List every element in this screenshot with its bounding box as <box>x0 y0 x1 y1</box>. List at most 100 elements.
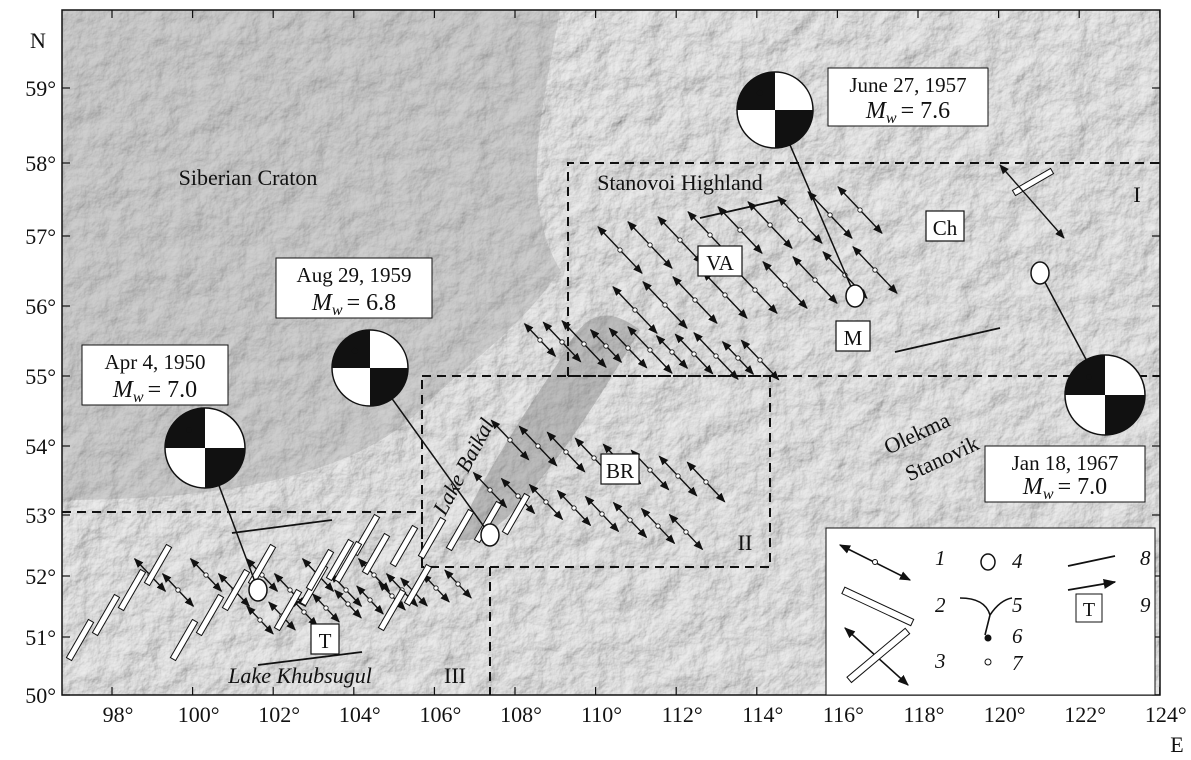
axis-point <box>684 530 688 534</box>
event-magnitude: Mw= 6.8 <box>311 290 396 319</box>
marker-label: M <box>844 326 863 350</box>
p-axis <box>757 90 763 96</box>
axis-point <box>618 248 622 252</box>
event-magnitude: Mw= 7.0 <box>1022 474 1107 503</box>
magnitude-subscript: w <box>886 110 897 127</box>
lon-tick-label: 116° <box>823 702 864 727</box>
axis-point <box>456 582 460 586</box>
legend-symbol <box>873 560 878 565</box>
axis-point <box>582 342 586 346</box>
legend-number: 5 <box>1012 593 1023 617</box>
lon-tick-label: 106° <box>419 702 461 727</box>
place-name: Siberian Craton <box>179 165 318 190</box>
axis-point <box>344 588 348 592</box>
axis-point <box>204 573 208 577</box>
magnitude-symbol: M <box>311 290 334 316</box>
axis-point <box>324 606 328 610</box>
axis-point <box>768 223 772 227</box>
lon-tick-label: 114° <box>742 702 783 727</box>
p-axis <box>352 348 358 354</box>
legend-box-label: T <box>1083 599 1095 621</box>
axis-point <box>508 438 512 442</box>
event-date: Aug 29, 1959 <box>297 263 412 287</box>
axis-point <box>600 512 604 516</box>
axis-point <box>372 573 376 577</box>
marker-label: T <box>319 629 332 653</box>
legend-symbol <box>985 659 991 665</box>
lon-tick-label: 118° <box>904 702 945 727</box>
lon-tick-label: 100° <box>178 702 220 727</box>
legend-symbol <box>985 635 992 642</box>
magnitude-subscript: w <box>332 302 343 319</box>
axis-point <box>723 293 727 297</box>
magnitude-value: = 7.0 <box>1058 474 1108 500</box>
axis-point <box>648 243 652 247</box>
axis-point <box>708 233 712 237</box>
axis-point <box>704 480 708 484</box>
lon-tick-label: 98° <box>103 702 134 727</box>
event-date: Jan 18, 1967 <box>1012 451 1119 475</box>
axis-point <box>663 303 667 307</box>
axis-point <box>604 344 608 348</box>
place-name: Stanovoi Highland <box>597 170 763 195</box>
axis-point <box>858 208 862 212</box>
axis-point <box>633 308 637 312</box>
axis-point <box>390 594 394 598</box>
lon-tick-label: 120° <box>984 702 1026 727</box>
lat-tick-label: 54° <box>25 434 56 459</box>
map-figure: 50°51°52°53°54°55°56°57°58°59°98°100°102… <box>0 0 1191 760</box>
axis-point <box>564 450 568 454</box>
lat-tick-label: 56° <box>25 294 56 319</box>
axis-point <box>873 268 877 272</box>
legend-number: 2 <box>935 593 946 617</box>
axis-point <box>288 588 292 592</box>
place-name: Lake Khubsugul <box>227 663 372 688</box>
axis-point <box>693 298 697 302</box>
legend-number: 9 <box>1140 593 1151 617</box>
marker-label: Ch <box>933 216 958 240</box>
marker-label: VA <box>706 251 734 275</box>
magnitude-symbol: M <box>865 98 888 124</box>
axis-point <box>758 358 762 362</box>
event-magnitude: Mw= 7.6 <box>865 98 950 127</box>
axis-point <box>736 356 740 360</box>
axis-point <box>538 338 542 342</box>
lon-tick-label: 108° <box>500 702 542 727</box>
axis-point <box>302 610 306 614</box>
magnitude-value: = 7.0 <box>148 377 198 403</box>
magnitude-symbol: M <box>112 377 135 403</box>
axis-point <box>572 506 576 510</box>
axis-point <box>670 350 674 354</box>
page: { "axes": { "lat_title": "N", "lon_title… <box>0 0 1191 760</box>
axis-point <box>628 518 632 522</box>
axis-point <box>714 354 718 358</box>
magnitude-value: = 6.8 <box>347 290 397 316</box>
lon-tick-label: 110° <box>581 702 622 727</box>
lat-tick-label: 55° <box>25 364 56 389</box>
axis-point <box>516 494 520 498</box>
p-axis <box>186 427 192 433</box>
magnitude-subscript: w <box>133 389 144 406</box>
axis-point <box>813 278 817 282</box>
axis-point <box>692 352 696 356</box>
legend-number: 7 <box>1012 651 1024 675</box>
legend-box <box>826 528 1155 695</box>
event-magnitude: Mw= 7.0 <box>112 377 197 406</box>
lat-tick-label: 57° <box>25 224 56 249</box>
axis-point <box>678 238 682 242</box>
lat-tick-label: 52° <box>25 564 56 589</box>
axis-point <box>648 468 652 472</box>
axis-point <box>676 474 680 478</box>
epicenter <box>249 579 267 601</box>
legend-symbol <box>981 554 995 570</box>
lat-tick-label: 50° <box>25 683 56 708</box>
axis-point <box>258 618 262 622</box>
lon-tick-label: 124° <box>1145 702 1187 727</box>
region-label: II <box>738 530 753 555</box>
lon-tick-label: 104° <box>339 702 381 727</box>
event-date: Apr 4, 1950 <box>105 350 206 374</box>
axis-point <box>434 586 438 590</box>
lat-tick-label: 59° <box>25 76 56 101</box>
axis-point <box>544 500 548 504</box>
axis-point <box>738 228 742 232</box>
